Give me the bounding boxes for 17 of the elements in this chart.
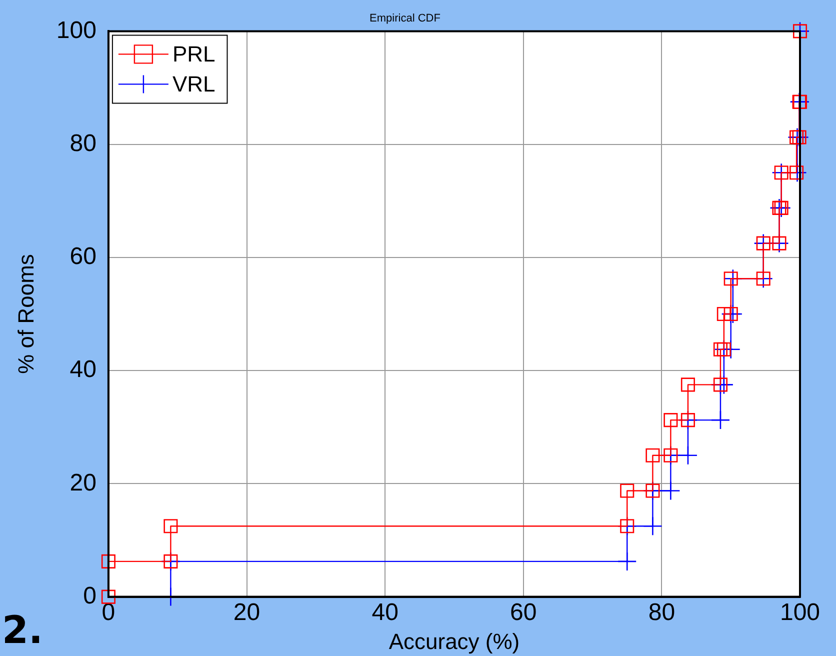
y-tick-label: 60 — [70, 243, 96, 270]
y-tick-label: 40 — [70, 356, 96, 384]
y-tick-label: 20 — [70, 469, 96, 496]
legend-label: VRL — [172, 71, 216, 96]
legend-label: PRL — [172, 41, 216, 66]
y-axis-title: % of Rooms — [13, 254, 38, 374]
x-tick-label: 80 — [648, 598, 676, 626]
text: 2. — [2, 608, 43, 652]
x-tick-label: 60 — [510, 598, 537, 626]
x-tick-label: 0 — [102, 598, 116, 626]
chart-title: Empirical CDF — [370, 12, 441, 25]
y-tick-label: 80 — [70, 130, 96, 157]
x-tick-label: 40 — [372, 598, 398, 626]
x-tick-label: 20 — [233, 598, 260, 626]
y-tick-label: 100 — [56, 16, 96, 44]
x-axis-title: Accuracy (%) — [388, 628, 520, 654]
x-tick-label: 100 — [780, 598, 820, 626]
